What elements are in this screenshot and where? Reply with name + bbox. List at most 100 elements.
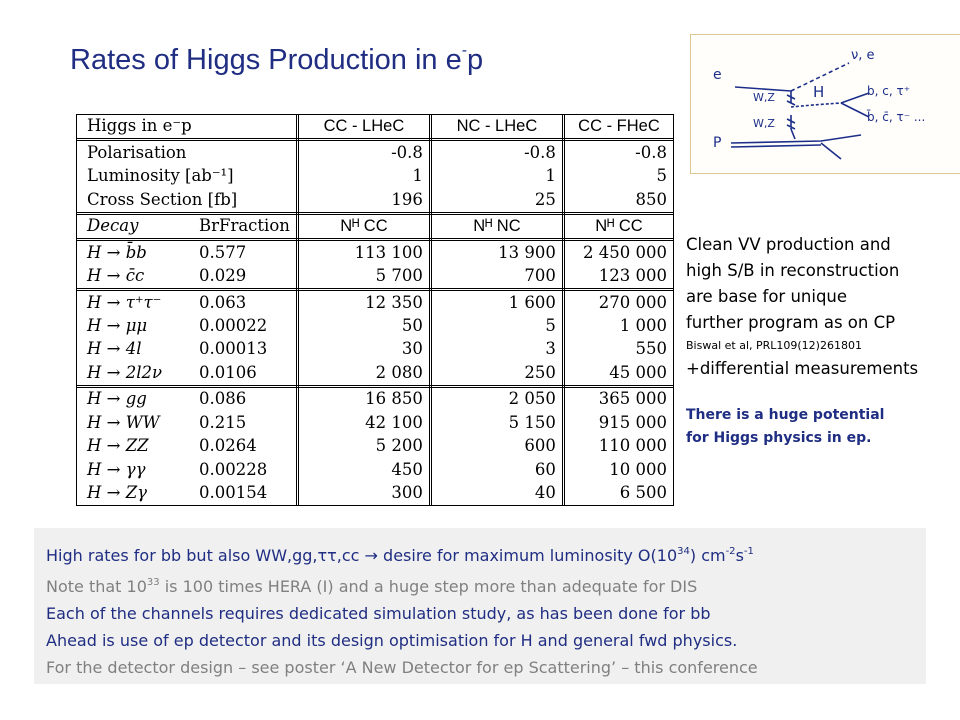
value-cell: 196	[297, 188, 432, 215]
decay-name: H → 2l2ν	[87, 362, 163, 382]
summary-line-2: Note that 1033 is 100 times HERA (I) and…	[34, 569, 926, 600]
branching-fraction: 0.086	[199, 389, 247, 409]
value-cell: 30	[297, 337, 432, 362]
value-cell: Nᴴ CC	[563, 213, 673, 242]
side-notes: Clean VV production and high S/B in reco…	[686, 232, 956, 450]
row-label-cell: H → γγ 0.00228	[77, 458, 299, 482]
decay-name: Decay	[87, 216, 139, 236]
value-cell: Nᴴ NC	[430, 213, 565, 242]
value-cell: 5	[430, 314, 565, 338]
table-row: H → WW 0.215 42 100 5 150 915 000	[77, 411, 673, 435]
row-label-cell: Higgs in e⁻p	[77, 115, 299, 142]
side-reference: Biswal et al, PRL109(12)261801	[686, 339, 862, 352]
row-label-cell: H → 4l 0.00013	[77, 337, 299, 362]
decay-name: H → b̄b	[87, 242, 147, 262]
neutrino-line	[790, 62, 850, 92]
row-label-cell: Decay BrFraction	[77, 213, 299, 242]
exp-34: 34	[677, 546, 690, 557]
value-cell: 250	[430, 361, 565, 388]
value-cell: 5 700	[297, 264, 432, 292]
value-cell: Nᴴ CC	[297, 213, 432, 242]
value-cell: 1 000	[619, 315, 667, 335]
table-header-row: Higgs in e⁻p CC - LHeC NC - LHeC CC - FHeC	[77, 115, 673, 142]
summary-line-1-c: ) cm	[689, 546, 726, 565]
value-cell: 13 900	[430, 239, 565, 265]
summary-line-5: For the detector design – see poster ‘A …	[46, 658, 758, 677]
summary-line-2-b: is 100 times HERA (I) and a huge step mo…	[159, 577, 698, 596]
higgs-rates-table: Higgs in e⁻p CC - LHeC NC - LHeC CC - FHeC P…	[76, 114, 674, 506]
diagram-label-p: P	[713, 135, 721, 151]
rates-table: Higgs in e⁻p CC - LHeC NC - LHeC CC - FHeC P…	[77, 115, 673, 505]
decay-name: H → WW	[87, 412, 160, 432]
higgs-line	[790, 102, 842, 108]
exp-minus-1: -1	[743, 546, 754, 557]
row-label-cell: H → μμ 0.00022	[77, 314, 299, 338]
arrow-icon: →	[364, 546, 378, 565]
diagram-label-nu: ν, e	[851, 48, 875, 63]
page-title: Rates of Higgs Production in e-p	[70, 42, 483, 77]
table-row: H → c̄c 0.029 5 700 700 123 000	[77, 264, 673, 292]
branching-fraction: 0.0106	[199, 362, 257, 382]
boson-to-proton	[790, 128, 796, 140]
table-row: H → gg 0.086 16 850 2 050 365 000	[77, 386, 673, 412]
value-cell: 42 100	[297, 411, 432, 435]
branching-fraction: 0.00013	[199, 339, 268, 359]
value-cell: 700	[430, 264, 565, 292]
row-label-cell: H → ZZ 0.0264	[77, 434, 299, 459]
row-label-cell: H → c̄c 0.029	[77, 264, 299, 292]
value-cell: 850	[563, 188, 673, 215]
summary-line-1: High rates for bb but also WW,gg,ττ,cc →…	[34, 538, 926, 569]
decay-name: H → Zγ	[87, 482, 148, 502]
proton-line-2	[730, 144, 822, 148]
diagram-label-out-top: b, c, τ⁺	[867, 84, 910, 98]
summary-box: High rates for bb but also WW,gg,ττ,cc →…	[34, 528, 926, 684]
value-cell: 365 000	[598, 389, 667, 409]
value-cell: 12 350	[297, 289, 432, 315]
proton-remnant	[820, 142, 842, 160]
value-cell: CC - FHeC	[563, 115, 673, 142]
side-highlight-2: for Higgs physics in ep.	[686, 430, 872, 446]
value-cell: NC - LHeC	[430, 115, 565, 142]
value-cell: -0.8	[297, 139, 432, 165]
row-label-cell: H → gg 0.086	[77, 386, 299, 412]
value-cell: 270 000	[598, 292, 667, 312]
proton-line	[730, 134, 862, 144]
summary-line-2-a: Note that 10	[46, 577, 147, 596]
value-cell: 1 600	[430, 289, 565, 315]
branching-fraction: 0.063	[199, 292, 247, 312]
value-cell: 50	[297, 314, 432, 338]
value-cell: 450	[297, 458, 432, 482]
value-cell: 123 000	[563, 264, 673, 292]
table-row: H → 2l2ν 0.0106 2 080 250 45 000	[77, 361, 673, 388]
decay-name: H → c̄c	[87, 266, 145, 286]
row-label-cell: H → 2l2ν 0.0106	[77, 361, 299, 388]
table-row: H → τ⁺τ⁻ 0.063 12 350 1 600 270 000	[77, 289, 673, 315]
row-label-cell: H → Zγ 0.00154	[77, 481, 299, 505]
value-cell: 10 000	[609, 459, 667, 479]
value-cell: 2 050	[430, 386, 565, 412]
branching-fraction: 0.029	[199, 266, 247, 286]
decay-name: H → 4l	[87, 339, 142, 359]
decay-name: H → gg	[87, 389, 147, 409]
diagram-label-out-bottom: b̄, c̄, τ⁻ ...	[867, 110, 926, 124]
value-cell: 3	[430, 337, 565, 362]
value-cell: 1	[430, 164, 565, 189]
value-cell: 5 200	[297, 434, 432, 459]
exp-33: 33	[146, 577, 160, 588]
side-line-4: further program as on CP	[686, 313, 896, 332]
title-superscript: -	[461, 42, 468, 59]
branching-fraction: 0.577	[199, 242, 247, 262]
feynman-svg: e P ν, e W,Z W,Z H b, c, τ⁺ b̄, c̄, τ⁻ .…	[713, 48, 926, 160]
diagram-label-h: H	[813, 83, 824, 101]
branching-fraction: 0.00154	[199, 482, 268, 502]
row-label-cell: Polarisation	[77, 139, 299, 165]
branching-fraction: 0.215	[199, 412, 247, 432]
quark-lines	[840, 92, 870, 118]
summary-line-1-d: s	[735, 546, 744, 565]
table-row: Luminosity [ab⁻¹] 1 1 5	[77, 164, 673, 189]
side-line-5: +differential measurements	[686, 359, 919, 378]
value-cell: 2 080	[297, 361, 432, 388]
diagram-label-e: e	[713, 67, 722, 83]
page-title-text: Rates of Higgs Production in e	[70, 44, 462, 76]
table-row: H → μμ 0.00022 50 5 1 000	[77, 314, 673, 338]
